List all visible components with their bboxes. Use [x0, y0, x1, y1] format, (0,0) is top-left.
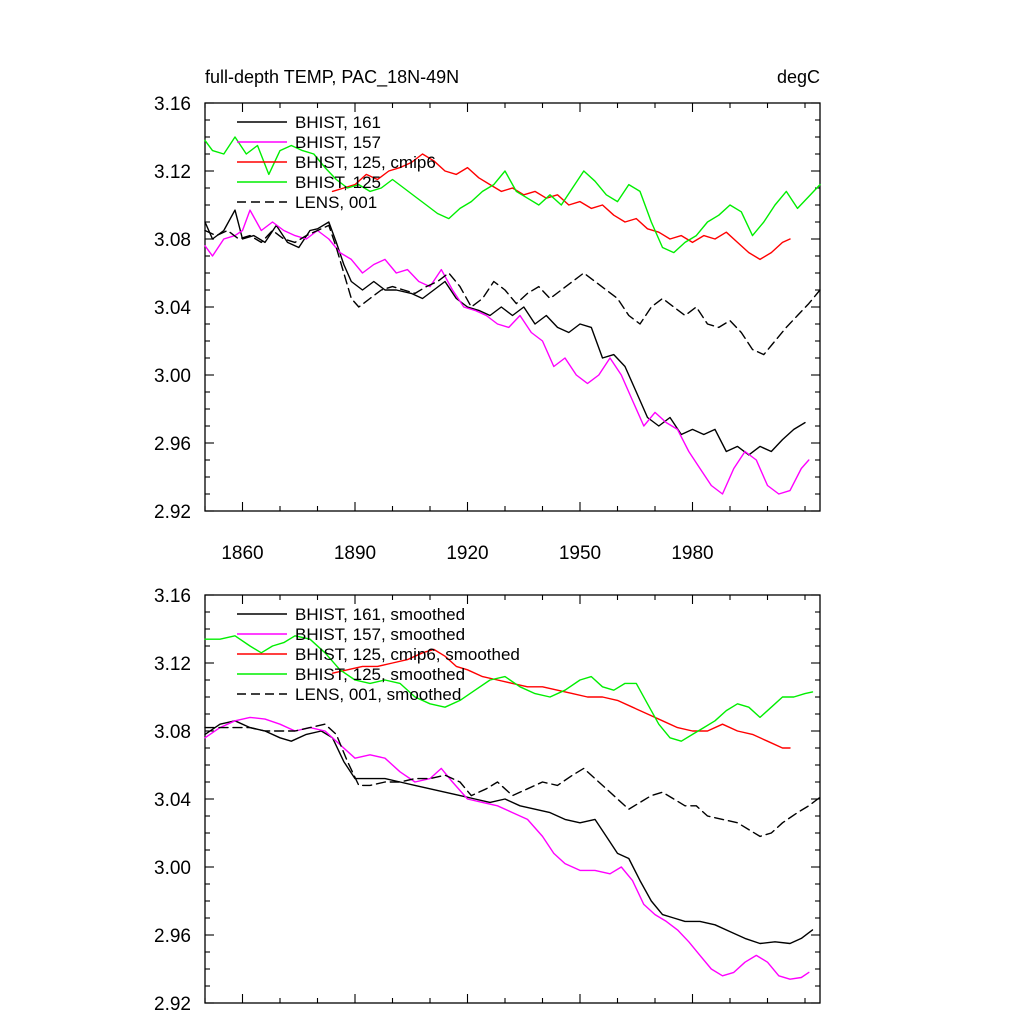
- y-tick-label: 2.92: [154, 502, 191, 523]
- x-tick-label: 1860: [221, 543, 263, 564]
- y-tick-label: 2.92: [154, 994, 191, 1015]
- series-line: [204, 723, 821, 838]
- legend-label: BHIST, 157, smoothed: [295, 625, 465, 644]
- series-line: [204, 720, 814, 945]
- series-line: [331, 648, 791, 749]
- y-tick-label: 3.04: [154, 790, 191, 811]
- y-tick-label: 2.96: [154, 926, 191, 947]
- x-tick-label: 1920: [446, 543, 488, 564]
- y-tick-label: 3.16: [154, 586, 191, 607]
- series-line: [331, 153, 791, 261]
- series-line: [204, 224, 821, 356]
- top-panel: 2.92 2.96 3.00 3.04 3.08 3.12 3.16 1860 1890 1920…: [154, 67, 821, 564]
- series-line: [204, 635, 814, 742]
- y-tick-label: 3.00: [154, 366, 191, 387]
- y-tick-label: 2.96: [154, 434, 191, 455]
- y-tick-label: 3.12: [154, 162, 191, 183]
- chart-title: full-depth TEMP, PAC_18N-49N: [205, 67, 459, 88]
- x-tick-label: 1980: [671, 543, 713, 564]
- legend-label: BHIST, 125: [295, 173, 381, 192]
- y-tick-label: 3.16: [154, 94, 191, 115]
- y-tick-label: 3.00: [154, 858, 191, 879]
- legend-label: BHIST, 161, smoothed: [295, 605, 465, 624]
- legend-label: BHIST, 125, smoothed: [295, 665, 465, 684]
- units-label: degC: [777, 67, 820, 87]
- series-line: [204, 209, 810, 495]
- y-tick-label: 3.08: [154, 722, 191, 743]
- series-line: [204, 209, 806, 456]
- y-tick-label: 3.12: [154, 654, 191, 675]
- x-tick-label: 1950: [559, 543, 601, 564]
- y-tick-label: 3.04: [154, 298, 191, 319]
- legend-label: BHIST, 157: [295, 133, 381, 152]
- series-line: [204, 136, 821, 254]
- x-tick-label: 1890: [334, 543, 376, 564]
- legend-label: BHIST, 125, cmip6, smoothed: [295, 645, 520, 664]
- legend-label: BHIST, 125, cmip6: [295, 153, 436, 172]
- series-line: [204, 716, 810, 980]
- legend-label: BHIST, 161: [295, 113, 381, 132]
- legend-label: LENS, 001: [295, 193, 377, 212]
- y-tick-label: 3.08: [154, 230, 191, 251]
- legend-label: LENS, 001, smoothed: [295, 685, 461, 704]
- bottom-panel: 2.92 2.96 3.00 3.04 3.08 3.12 3.16 BHIST, 161, …: [154, 586, 821, 1015]
